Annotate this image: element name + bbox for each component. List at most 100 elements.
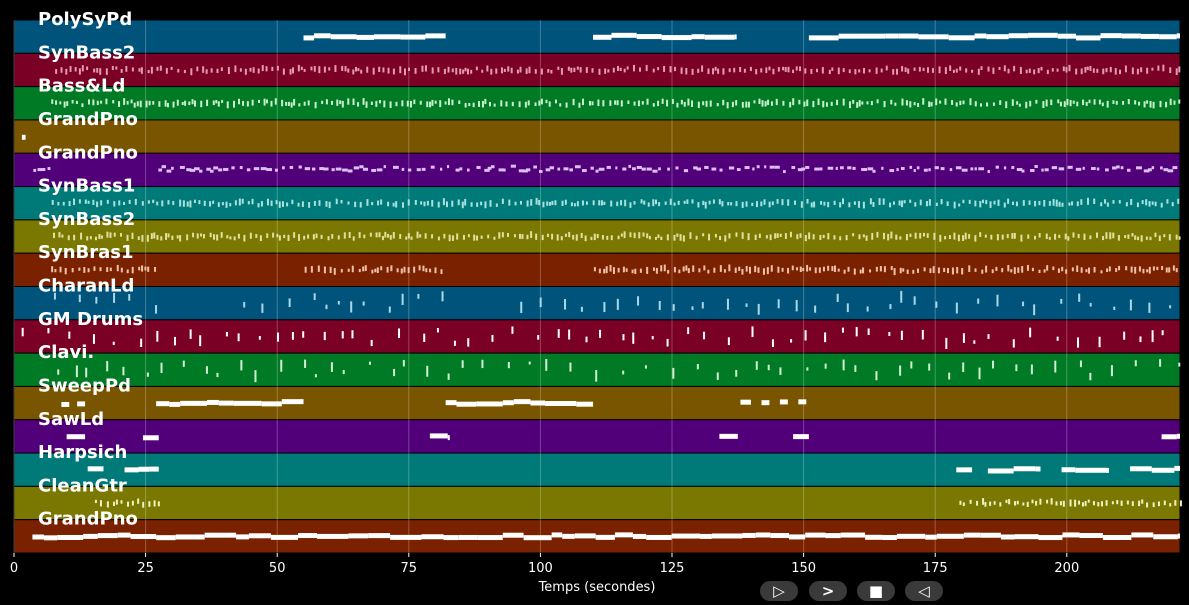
- note: [570, 67, 573, 73]
- note: [1096, 68, 1099, 73]
- note: [1013, 466, 1036, 472]
- note: [94, 499, 97, 504]
- note: [708, 233, 711, 241]
- note: [275, 200, 278, 205]
- note: [888, 331, 891, 336]
- note: [416, 231, 419, 239]
- note: [538, 169, 543, 173]
- note: [310, 66, 313, 71]
- note: [1060, 298, 1063, 304]
- note: [904, 67, 907, 73]
- note: [1089, 65, 1092, 71]
- note: [741, 201, 744, 209]
- track-lane: [13, 319, 1181, 354]
- note: [109, 267, 112, 272]
- note: [138, 68, 141, 72]
- note: [220, 67, 223, 72]
- note: [830, 101, 833, 106]
- note: [977, 68, 980, 75]
- note: [462, 234, 465, 240]
- note: [1093, 198, 1096, 205]
- note: [666, 234, 669, 241]
- note: [317, 533, 349, 539]
- note: [825, 533, 841, 539]
- track-label: CharanLd: [38, 276, 134, 297]
- note: [691, 306, 694, 310]
- note: [913, 67, 916, 71]
- note: [576, 401, 594, 407]
- note: [1035, 466, 1041, 472]
- note: [484, 168, 490, 172]
- previous-button[interactable]: ◁: [905, 581, 943, 601]
- note: [1062, 532, 1080, 538]
- note: [654, 199, 657, 205]
- note: [748, 266, 751, 274]
- note: [605, 266, 608, 274]
- note: [1052, 266, 1055, 271]
- note: [1035, 500, 1038, 506]
- note: [817, 98, 820, 106]
- note: [697, 101, 700, 108]
- note: [824, 332, 827, 343]
- note: [225, 201, 228, 208]
- note: [1043, 269, 1046, 273]
- note: [541, 234, 544, 241]
- note: [153, 232, 156, 239]
- note: [712, 68, 715, 75]
- note: [96, 67, 99, 73]
- note: [861, 167, 868, 171]
- note: [1151, 467, 1175, 473]
- note: [1143, 101, 1146, 108]
- note: [1082, 99, 1085, 106]
- note: [1075, 167, 1082, 171]
- note: [477, 535, 503, 541]
- note: [1021, 169, 1025, 173]
- note: [421, 534, 444, 540]
- next-button[interactable]: >: [809, 581, 847, 601]
- note: [429, 433, 448, 439]
- note: [384, 231, 387, 238]
- note: [1169, 503, 1172, 507]
- note: [622, 334, 625, 341]
- note: [323, 266, 326, 274]
- note: [243, 234, 246, 242]
- note: [1096, 167, 1100, 171]
- note: [1159, 359, 1162, 367]
- note: [800, 201, 803, 208]
- note: [401, 167, 405, 171]
- note: [847, 266, 850, 272]
- note: [944, 235, 947, 240]
- note: [907, 68, 910, 74]
- note: [1176, 33, 1180, 39]
- note: [1077, 337, 1080, 348]
- note: [1076, 265, 1079, 272]
- note: [804, 68, 807, 74]
- note: [1034, 165, 1038, 169]
- note: [1058, 234, 1061, 239]
- note: [887, 233, 890, 241]
- note: [348, 533, 369, 539]
- note: [1091, 167, 1096, 171]
- note: [57, 369, 60, 375]
- note: [400, 34, 426, 40]
- note: [1125, 202, 1128, 207]
- note: [745, 265, 748, 272]
- note: [59, 101, 62, 105]
- x-tick-label: 100: [528, 561, 553, 576]
- note: [787, 66, 790, 73]
- note: [186, 201, 189, 207]
- note: [742, 532, 756, 538]
- play-button[interactable]: ▷: [760, 581, 798, 601]
- note: [1056, 68, 1059, 72]
- stop-button[interactable]: ■: [857, 581, 895, 601]
- note: [735, 232, 738, 237]
- note: [1154, 201, 1157, 207]
- note: [55, 69, 58, 74]
- note: [1003, 202, 1006, 208]
- note: [957, 234, 960, 242]
- note: [1003, 65, 1006, 72]
- note: [979, 200, 982, 208]
- note: [574, 165, 581, 169]
- note: [71, 99, 74, 104]
- note: [646, 98, 649, 105]
